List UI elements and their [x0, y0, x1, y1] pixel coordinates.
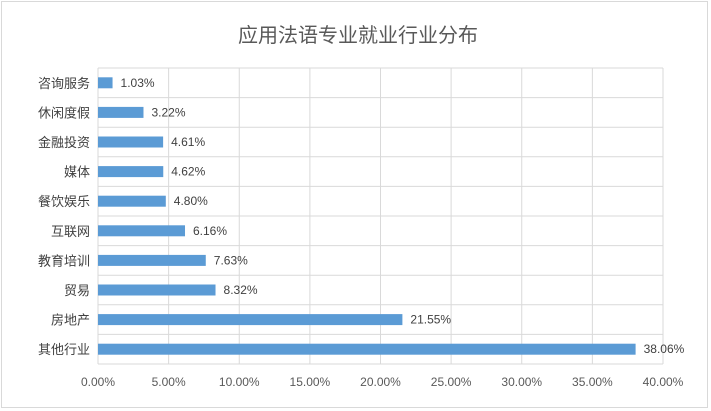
- x-tick-label: 0.00%: [81, 375, 115, 389]
- category-label: 媒体: [64, 166, 90, 181]
- bar: [98, 136, 164, 148]
- chart-title: 应用法语专业就业行业分布: [238, 23, 478, 47]
- bar: [98, 314, 403, 326]
- category-label: 休闲度假: [38, 105, 90, 121]
- x-axis-tick-labels: 0.00% 5.00% 10.00% 15.00% 20.00% 25.00% 30.00%…: [81, 375, 684, 389]
- category-label: 贸易: [64, 284, 90, 299]
- data-label: 4.80%: [174, 194, 208, 208]
- bar: [98, 284, 216, 296]
- x-tick-label: 40.00%: [643, 375, 684, 389]
- bar: [98, 343, 636, 355]
- bar: [98, 106, 144, 118]
- bar: [98, 77, 113, 89]
- category-label: 金融投资: [38, 135, 90, 151]
- bar: [98, 254, 206, 266]
- data-labels: 1.03% 3.22% 4.61% 4.62% 4.80% 6.16% 7.63% 8.32%…: [121, 76, 685, 356]
- category-label: 互联网: [51, 225, 90, 240]
- data-label: 8.32%: [224, 283, 258, 297]
- data-label: 7.63%: [214, 253, 248, 267]
- data-label: 1.03%: [121, 76, 155, 90]
- data-label: 3.22%: [151, 105, 185, 119]
- bar: [98, 195, 166, 207]
- category-label: 餐饮娱乐: [38, 194, 90, 210]
- bar: [98, 225, 186, 237]
- data-label: 4.61%: [171, 135, 205, 149]
- category-label: 咨询服务: [38, 76, 90, 92]
- x-tick-label: 25.00%: [431, 375, 472, 389]
- category-label: 其他行业: [38, 343, 90, 358]
- data-label: 4.62%: [171, 165, 205, 179]
- bars: [98, 77, 636, 355]
- bar: [98, 166, 164, 178]
- x-tick-label: 30.00%: [501, 375, 542, 389]
- x-tick-label: 10.00%: [219, 375, 260, 389]
- data-label: 21.55%: [410, 313, 451, 327]
- category-label: 房地产: [51, 313, 90, 329]
- data-label: 38.06%: [644, 342, 685, 356]
- category-label: 教育培训: [38, 253, 90, 269]
- data-label: 6.16%: [193, 224, 227, 238]
- x-tick-label: 35.00%: [572, 375, 613, 389]
- x-tick-label: 20.00%: [360, 375, 401, 389]
- x-tick-label: 5.00%: [152, 375, 186, 389]
- x-tick-label: 15.00%: [290, 375, 331, 389]
